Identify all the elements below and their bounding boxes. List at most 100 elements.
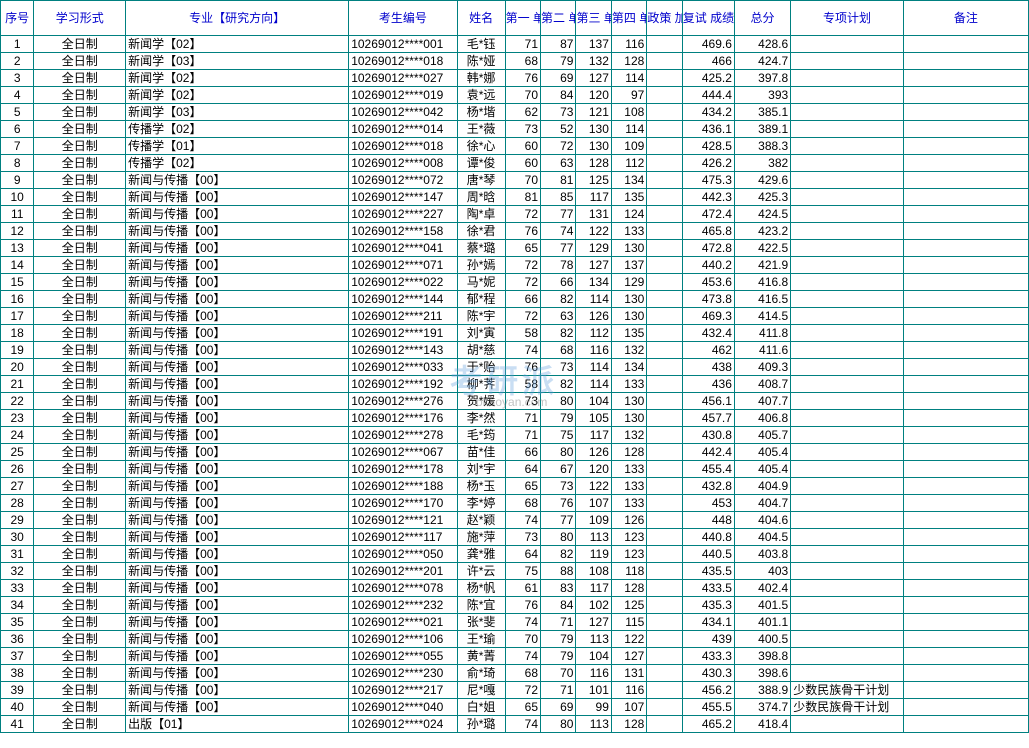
cell-total: 421.9	[734, 257, 790, 274]
cell-major: 新闻与传播【00】	[126, 274, 349, 291]
cell-major: 新闻学【03】	[126, 104, 349, 121]
cell-examno: 10269012****018	[349, 53, 457, 70]
cell-idx: 17	[1, 308, 34, 325]
cell-s3: 102	[576, 597, 611, 614]
table-row: 7全日制传播学【01】10269012****018徐*心60721301094…	[1, 138, 1029, 155]
table-row: 25全日制新闻与传播【00】10269012****067苗*佳66801261…	[1, 444, 1029, 461]
cell-total: 382	[734, 155, 790, 172]
cell-bonus	[647, 104, 682, 121]
cell-examno: 10269012****041	[349, 240, 457, 257]
cell-idx: 36	[1, 631, 34, 648]
cell-major: 传播学【02】	[126, 155, 349, 172]
cell-s4: 115	[611, 614, 646, 631]
cell-idx: 32	[1, 563, 34, 580]
cell-retest: 439	[682, 631, 734, 648]
cell-total: 402.4	[734, 580, 790, 597]
cell-retest: 453	[682, 495, 734, 512]
cell-bonus	[647, 274, 682, 291]
cell-name: 张*斐	[457, 614, 505, 631]
cell-s1: 62	[505, 104, 540, 121]
cell-idx: 27	[1, 478, 34, 495]
table-row: 6全日制传播学【02】10269012****014王*薇73521301144…	[1, 121, 1029, 138]
cell-idx: 16	[1, 291, 34, 308]
cell-remark	[903, 87, 1028, 104]
cell-retest: 430.8	[682, 427, 734, 444]
cell-examno: 10269012****158	[349, 223, 457, 240]
table-row: 36全日制新闻与传播【00】10269012****106王*瑜70791131…	[1, 631, 1029, 648]
cell-s4: 116	[611, 36, 646, 53]
cell-s3: 117	[576, 580, 611, 597]
header-bonus: 政策 加分	[647, 1, 682, 36]
table-row: 12全日制新闻与传播【00】10269012****158徐*君76741221…	[1, 223, 1029, 240]
cell-retest: 444.4	[682, 87, 734, 104]
cell-idx: 15	[1, 274, 34, 291]
cell-s4: 126	[611, 512, 646, 529]
cell-idx: 6	[1, 121, 34, 138]
cell-study: 全日制	[34, 189, 126, 206]
cell-remark	[903, 376, 1028, 393]
cell-s3: 114	[576, 376, 611, 393]
cell-total: 403	[734, 563, 790, 580]
cell-study: 全日制	[34, 563, 126, 580]
cell-remark	[903, 240, 1028, 257]
table-body: 1全日制新闻学【02】10269012****001毛*钰71871371164…	[1, 36, 1029, 733]
cell-s2: 73	[541, 478, 576, 495]
cell-remark	[903, 325, 1028, 342]
cell-total: 416.5	[734, 291, 790, 308]
cell-plan	[791, 359, 904, 376]
cell-remark	[903, 410, 1028, 427]
cell-major: 新闻学【03】	[126, 53, 349, 70]
cell-name: 刘*寅	[457, 325, 505, 342]
cell-retest: 466	[682, 53, 734, 70]
cell-plan	[791, 427, 904, 444]
cell-bonus	[647, 665, 682, 682]
cell-plan	[791, 138, 904, 155]
cell-idx: 33	[1, 580, 34, 597]
cell-retest: 436.1	[682, 121, 734, 138]
cell-major: 新闻与传播【00】	[126, 563, 349, 580]
cell-s3: 132	[576, 53, 611, 70]
cell-s3: 119	[576, 546, 611, 563]
cell-study: 全日制	[34, 495, 126, 512]
cell-s2: 67	[541, 461, 576, 478]
cell-remark	[903, 70, 1028, 87]
cell-plan	[791, 206, 904, 223]
cell-plan	[791, 410, 904, 427]
cell-bonus	[647, 53, 682, 70]
cell-name: 杨*玉	[457, 478, 505, 495]
cell-name: 徐*君	[457, 223, 505, 240]
cell-s3: 122	[576, 223, 611, 240]
cell-total: 404.7	[734, 495, 790, 512]
cell-bonus	[647, 308, 682, 325]
cell-study: 全日制	[34, 716, 126, 733]
cell-s3: 109	[576, 512, 611, 529]
cell-total: 389.1	[734, 121, 790, 138]
cell-major: 新闻与传播【00】	[126, 478, 349, 495]
cell-remark	[903, 665, 1028, 682]
cell-idx: 31	[1, 546, 34, 563]
cell-s1: 72	[505, 308, 540, 325]
cell-bonus	[647, 631, 682, 648]
cell-name: 陈*宇	[457, 308, 505, 325]
cell-s1: 70	[505, 87, 540, 104]
cell-s1: 70	[505, 631, 540, 648]
cell-major: 新闻与传播【00】	[126, 376, 349, 393]
cell-s1: 68	[505, 495, 540, 512]
admission-table: 序号 学习形式 专业【研究方向】 考生编号 姓名 第一 单元 第二 单元 第三 …	[0, 0, 1029, 733]
cell-total: 404.5	[734, 529, 790, 546]
cell-s2: 80	[541, 444, 576, 461]
table-row: 5全日制新闻学【03】10269012****042杨*堦62731211084…	[1, 104, 1029, 121]
cell-plan	[791, 53, 904, 70]
table-row: 15全日制新闻与传播【00】10269012****022马*妮72661341…	[1, 274, 1029, 291]
cell-plan	[791, 546, 904, 563]
cell-examno: 10269012****230	[349, 665, 457, 682]
cell-plan	[791, 461, 904, 478]
cell-plan: 少数民族骨干计划	[791, 682, 904, 699]
cell-remark	[903, 546, 1028, 563]
cell-total: 405.4	[734, 461, 790, 478]
cell-study: 全日制	[34, 427, 126, 444]
cell-bonus	[647, 563, 682, 580]
cell-plan	[791, 563, 904, 580]
cell-examno: 10269012****071	[349, 257, 457, 274]
cell-s3: 126	[576, 308, 611, 325]
